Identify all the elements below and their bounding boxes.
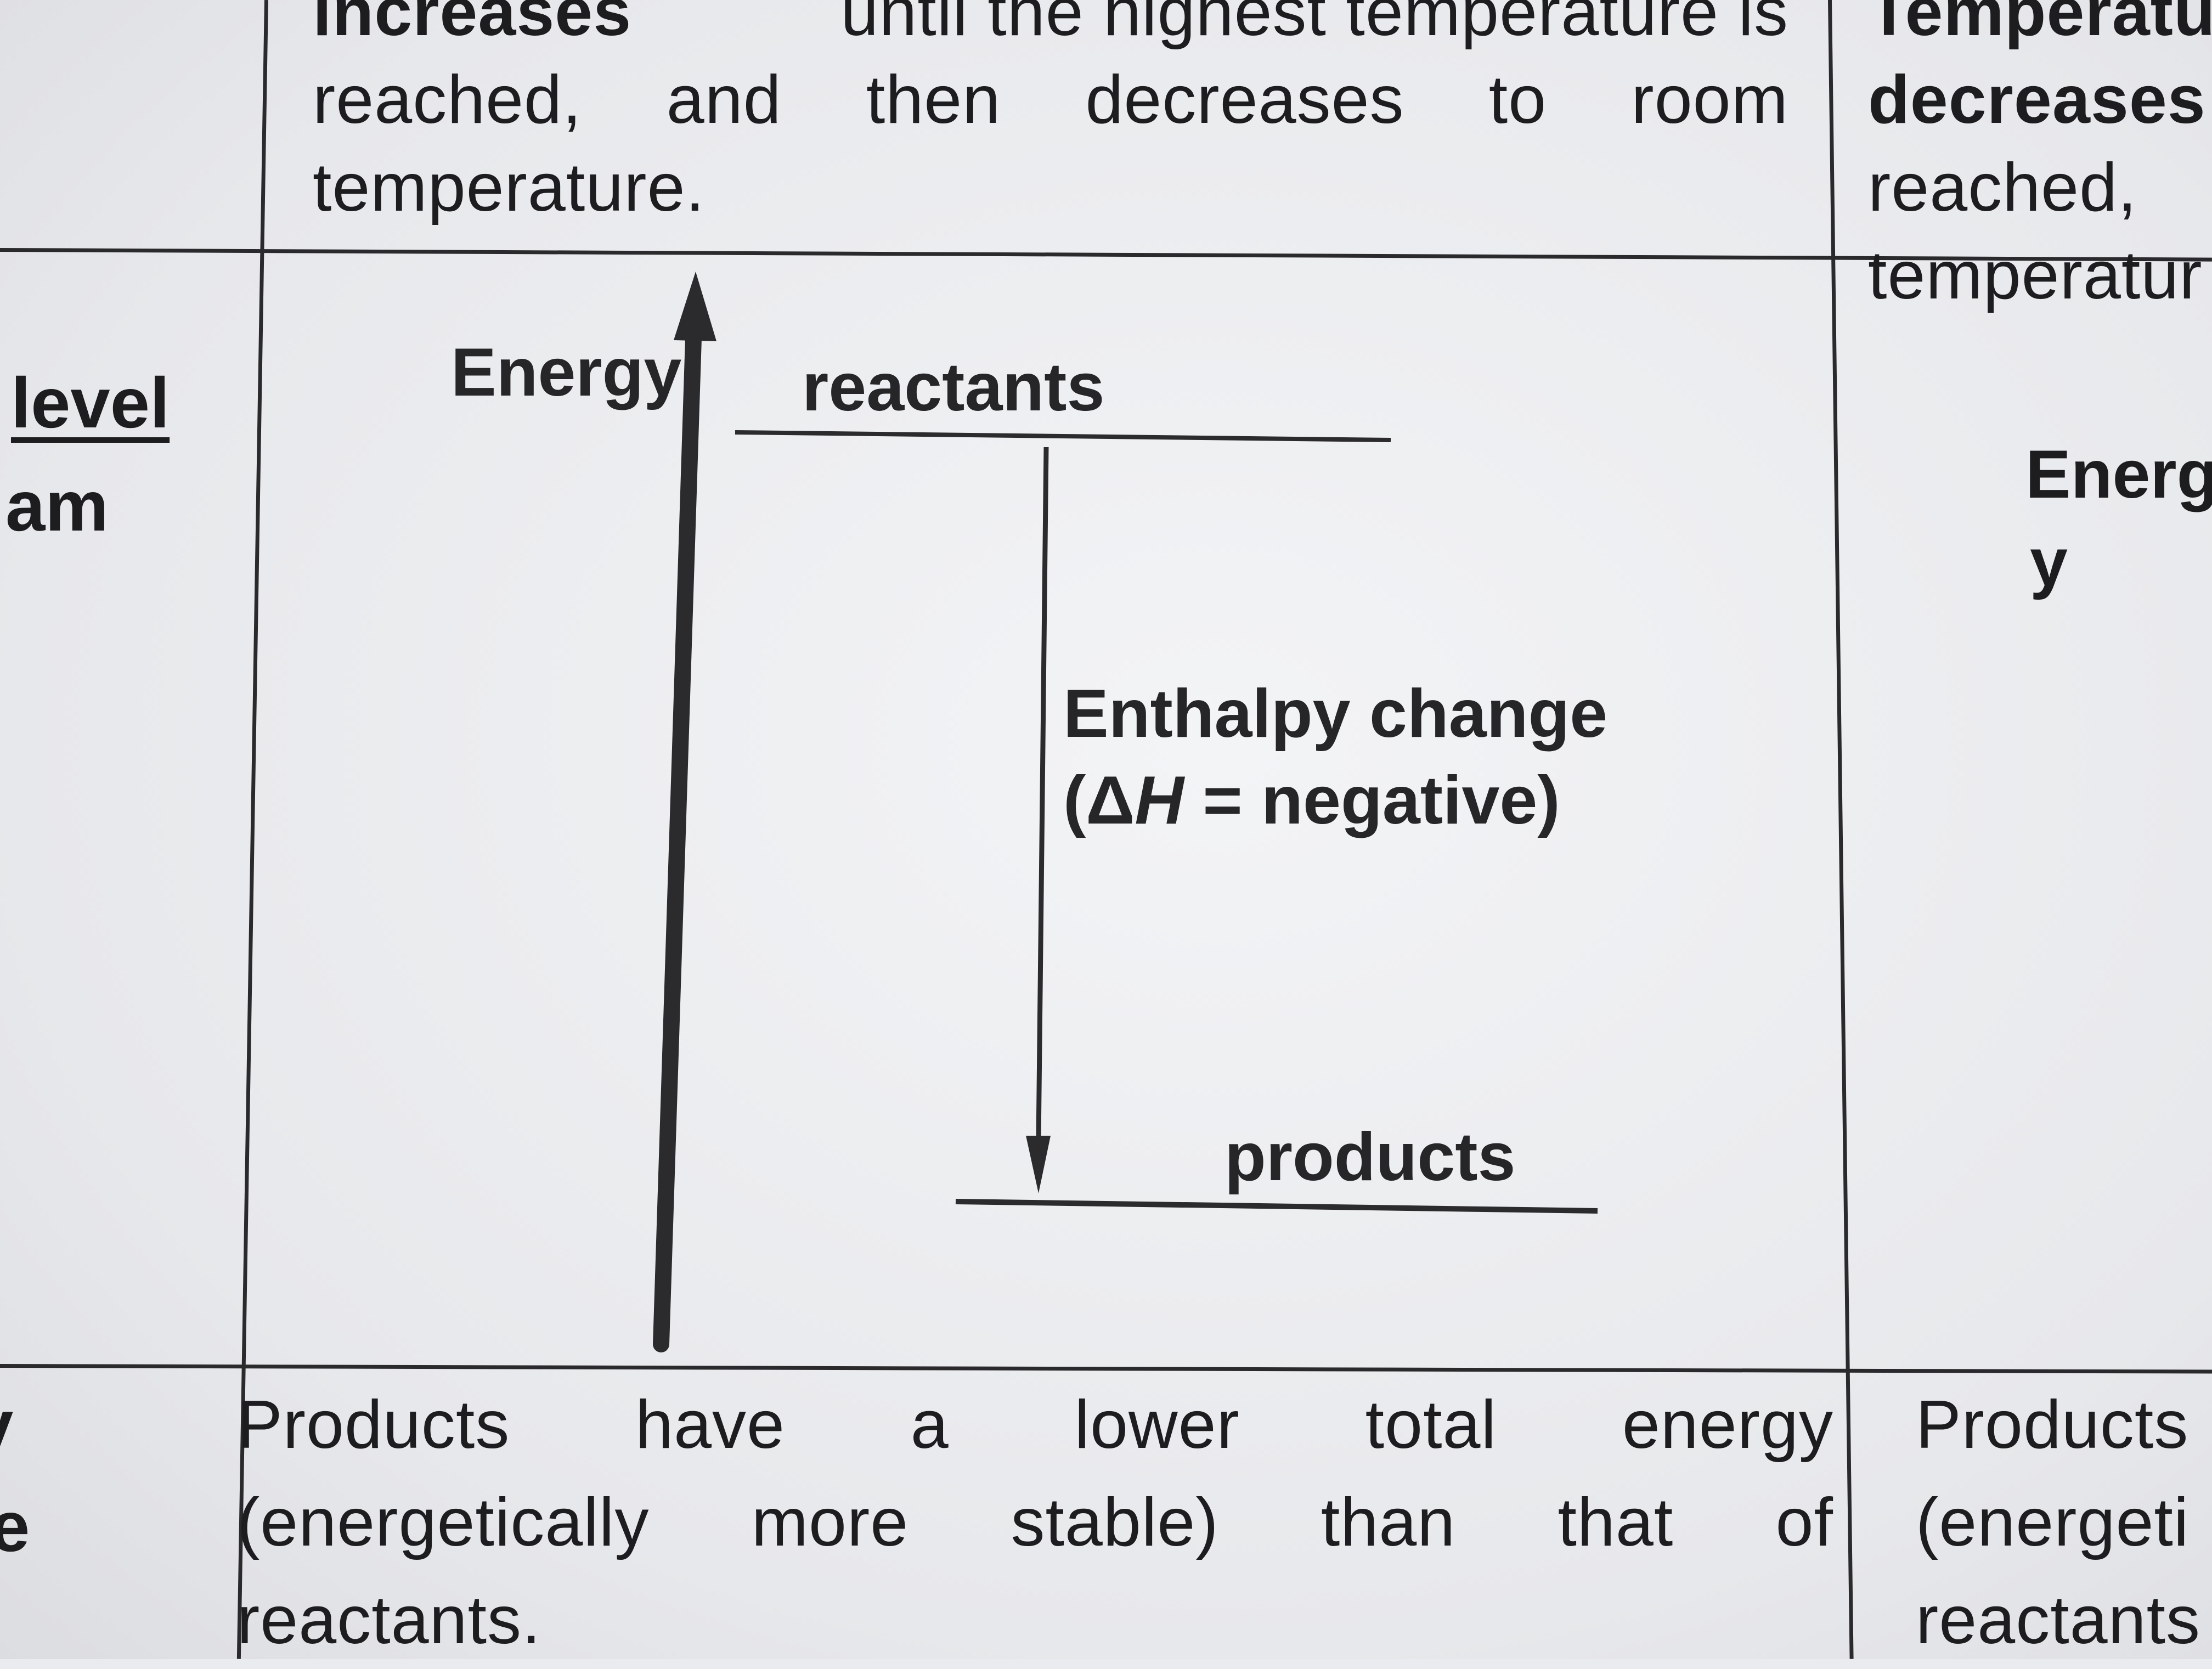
products-label: products <box>1224 1119 1516 1195</box>
enthalpy-change-label: Enthalpy change (ΔH = negative) <box>1063 670 1607 844</box>
energy-axis <box>653 296 703 1352</box>
reactants-level-line <box>735 430 1391 442</box>
energy-comparison-right: Products (energeti reactants <box>1916 1387 2201 1658</box>
text-line-1: increases until the highest temperature … <box>313 0 1788 56</box>
energy-axis-label: Energy <box>451 335 682 410</box>
line-1-rest: until the highest temperature is <box>840 0 1788 50</box>
row-header-energy-cut: y e <box>0 1385 30 1566</box>
enthalpy-change-title: Enthalpy change <box>1063 676 1608 752</box>
temperature-description-right: Temperatu decreases reached, temperatur <box>1868 0 2212 319</box>
enthalpy-change-sign: (ΔH = negative) <box>1063 763 1560 838</box>
text-line-3: temperature. <box>313 150 706 225</box>
reactants-label: reactants <box>802 349 1105 425</box>
enthalpy-change-arrowhead <box>1026 1136 1051 1193</box>
word-increases: increases <box>313 0 632 50</box>
products-level-line <box>955 1199 1598 1214</box>
header-line-1: level <box>11 363 170 443</box>
enthalpy-change-arrow-shaft <box>1036 447 1049 1142</box>
right-diagram-axis-label: Energ y <box>2025 437 2212 600</box>
right-line-3: reached, <box>1868 150 2137 225</box>
energy-comparison-middle: Products have a lower total energy (ener… <box>237 1376 1833 1669</box>
text-line-2: reached, and then decreases to room <box>313 62 1788 138</box>
right-line-1: Temperatu <box>1868 0 2212 50</box>
temperature-description-middle: increases until the highest temperature … <box>313 0 1788 232</box>
bottom-line-1: Products have a lower total energy <box>237 1387 1833 1463</box>
energy-axis-arrowhead <box>674 272 716 341</box>
right-line-4: temperatur <box>1868 238 2203 313</box>
right-line-2: decreases <box>1868 62 2206 138</box>
bottom-line-3: reactants. <box>237 1582 541 1658</box>
bottom-line-2: (energetically more stable) than that of <box>237 1485 1833 1560</box>
row-header-energy-level-diagram: level am <box>5 351 170 557</box>
header-line-2: am <box>5 466 109 546</box>
